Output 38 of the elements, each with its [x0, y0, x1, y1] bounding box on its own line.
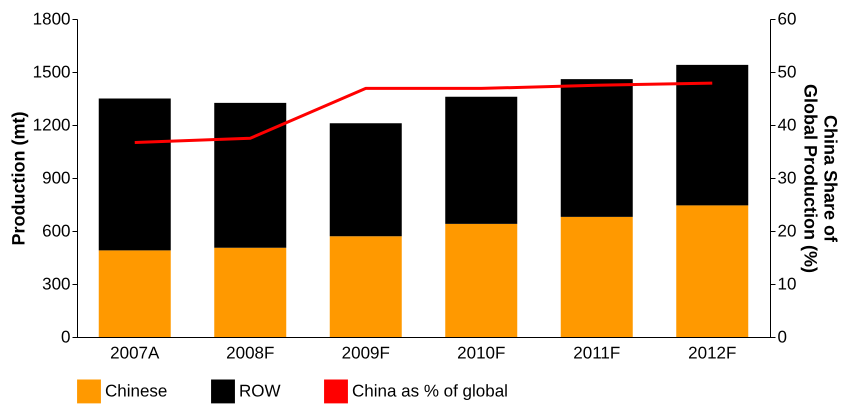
y2-tick-label: 60 [778, 10, 796, 28]
y2-tick-label: 30 [778, 168, 796, 188]
y-tick-label: 1500 [32, 62, 70, 82]
bar [214, 248, 286, 337]
bar [445, 96, 518, 224]
legend-label: China as % of global [352, 381, 508, 400]
y2-tick-label: 0 [778, 328, 787, 346]
x-tick-label: 2010F [457, 344, 506, 362]
y2-tick-label: 40 [778, 116, 796, 134]
y-tick-label: 1200 [32, 116, 70, 134]
y-tick-label: 900 [42, 168, 70, 188]
x-tick-label: 2007A [110, 344, 160, 362]
y2-tick-label: 20 [778, 222, 796, 240]
bar [560, 79, 633, 217]
x-tick-label: 2012F [688, 344, 736, 362]
y-tick-label: 600 [42, 222, 70, 240]
bar [330, 236, 402, 337]
line-series [133, 82, 714, 144]
y-tick-label: 0 [61, 328, 70, 346]
x-tick-label: 2008F [226, 344, 274, 362]
legend-label: ROW [239, 381, 281, 400]
y-axis-title: Production (mt) [8, 112, 29, 246]
y2-tick-label: 50 [778, 62, 796, 82]
y2-axis-title: China Share of Global Production (%) [800, 84, 840, 273]
y2-tick-label: 10 [778, 274, 796, 294]
bar [676, 205, 748, 337]
y-tick-label: 300 [42, 274, 70, 294]
x-tick-label: 2009F [342, 344, 390, 362]
bar [676, 64, 748, 206]
x-tick-label: 2011F [573, 344, 620, 362]
y-tick-label: 1800 [32, 10, 70, 28]
bar [445, 224, 518, 337]
bar [98, 98, 171, 250]
legend-label: Chinese [105, 381, 168, 400]
bar [98, 250, 171, 337]
bar [330, 123, 402, 236]
bar [560, 216, 633, 337]
bar [214, 102, 286, 248]
